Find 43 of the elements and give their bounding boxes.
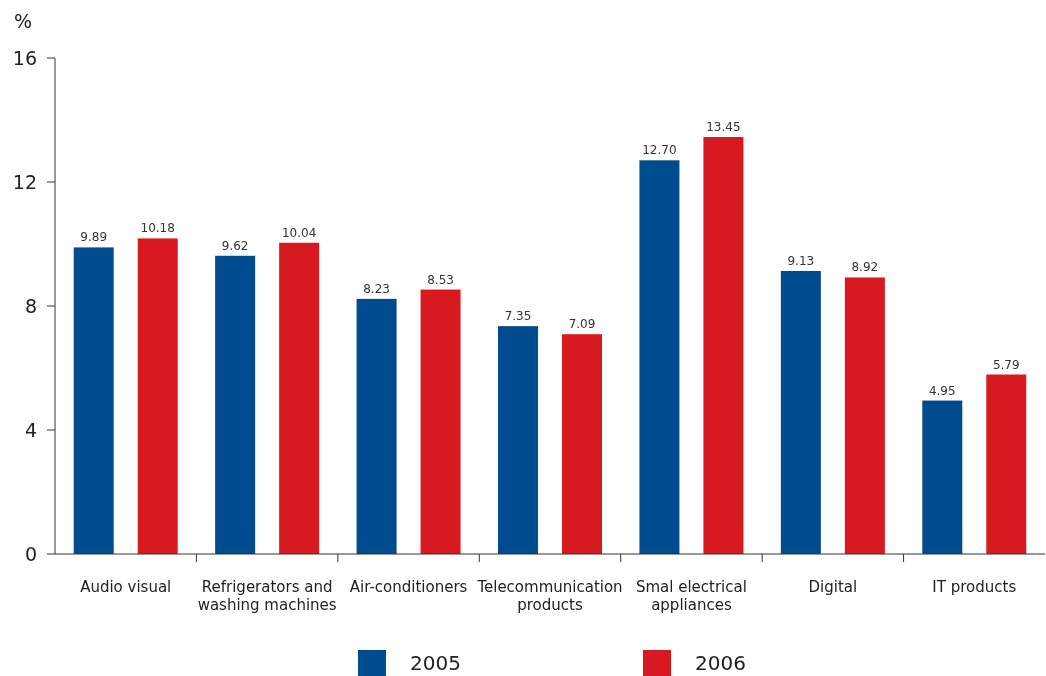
bar: [420, 289, 461, 554]
legend-label: 2005: [410, 651, 461, 675]
bar: [279, 242, 320, 554]
y-axis-title: %: [14, 10, 33, 32]
bar: [844, 277, 885, 554]
y-tick-label: 16: [12, 46, 37, 69]
x-tick-label: Smal electrical appliances: [635, 578, 747, 614]
bar: [73, 247, 114, 554]
data-label: 12.70: [642, 143, 677, 158]
bar: [562, 334, 602, 554]
data-label: 4.95: [928, 383, 956, 398]
bar: [498, 326, 538, 554]
x-tick-label: Air-conditioners: [349, 578, 468, 596]
data-label: 8.53: [427, 272, 454, 287]
bar: [986, 374, 1027, 554]
x-tick-label: Audio visual: [80, 578, 172, 596]
bar: [780, 270, 821, 554]
legend-label: 2006: [695, 651, 746, 675]
data-label: 9.62: [221, 238, 249, 253]
data-label: 9.13: [787, 253, 815, 268]
bar: [137, 238, 178, 554]
data-label: 10.18: [140, 221, 175, 236]
y-tick-label: 4: [24, 418, 37, 441]
bar: [639, 160, 680, 554]
bar: [703, 137, 744, 554]
data-label: 7.35: [504, 309, 532, 324]
data-label: 13.45: [706, 120, 741, 135]
data-label: 9.89: [80, 230, 108, 245]
data-label: 5.79: [992, 357, 1020, 372]
x-tick-label: Digital: [808, 578, 858, 596]
x-tick-label: IT products: [932, 578, 1017, 596]
data-label: 7.09: [568, 317, 596, 332]
y-tick-label: 0: [24, 542, 37, 565]
x-tick-label: Refrigerators and washing machines: [197, 578, 337, 614]
bar: [215, 255, 256, 554]
y-tick-label: 8: [24, 294, 37, 317]
data-label: 10.04: [281, 225, 317, 240]
data-label: 8.23: [363, 281, 390, 296]
bar: [922, 400, 963, 554]
data-label: 8.92: [851, 260, 879, 275]
x-tick-label: Telecommunication products: [476, 578, 623, 614]
y-tick-label: 12: [12, 170, 37, 193]
bar: [356, 298, 397, 554]
